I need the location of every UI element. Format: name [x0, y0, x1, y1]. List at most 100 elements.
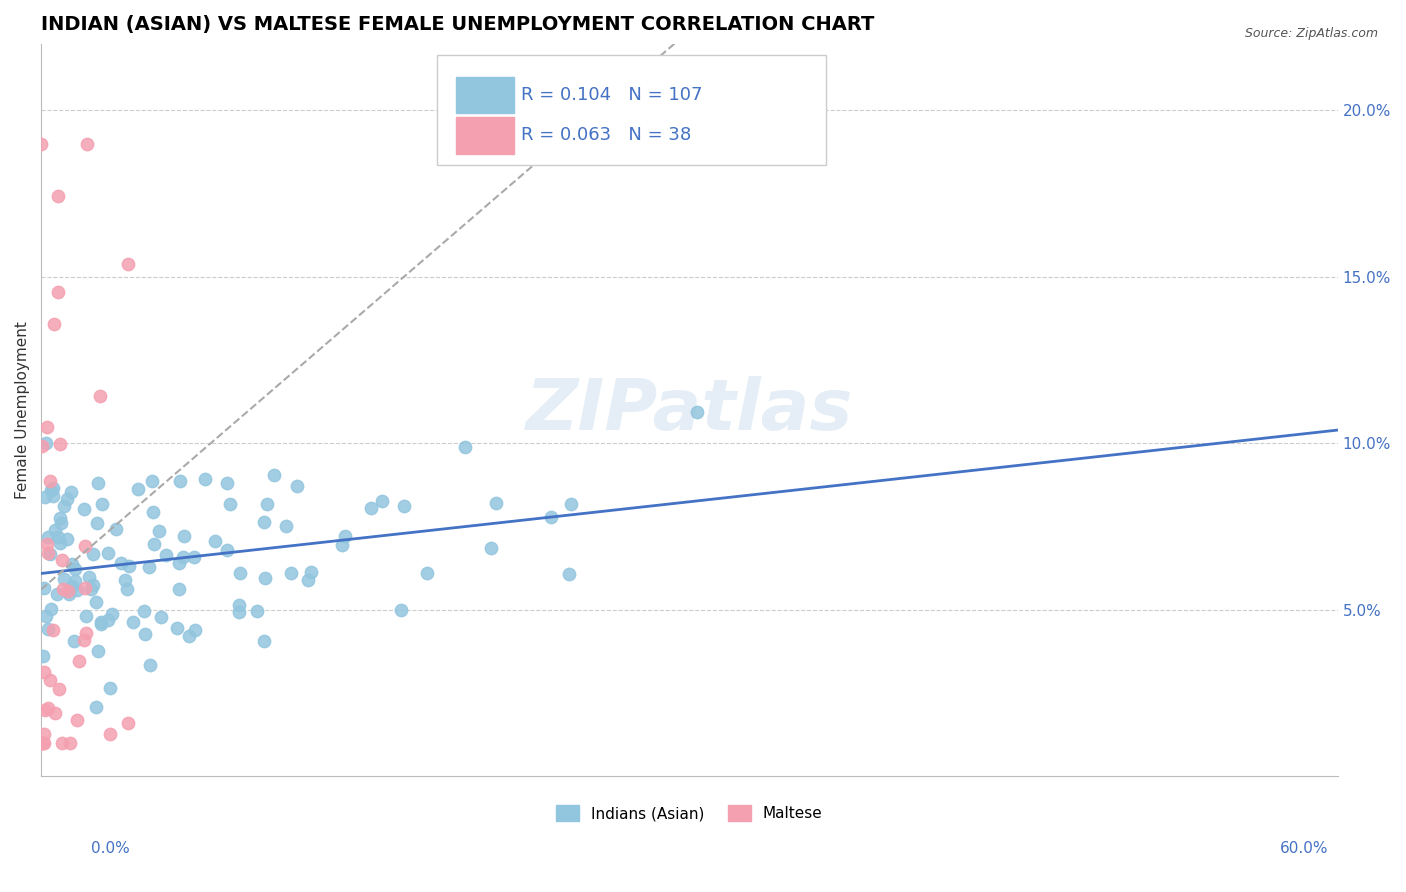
Indians (Asian)	[228, 599, 250, 613]
Indians (Asian)	[246, 604, 269, 618]
Maltese	[51, 552, 73, 566]
Text: Source: ZipAtlas.com: Source: ZipAtlas.com	[1244, 27, 1378, 40]
Indians (Asian)	[285, 479, 308, 493]
Indians (Asian)	[37, 622, 59, 636]
Indians (Asian)	[32, 648, 55, 663]
Indians (Asian)	[53, 499, 76, 513]
Indians (Asian)	[66, 583, 89, 598]
Indians (Asian)	[80, 582, 103, 596]
Indians (Asian)	[219, 497, 242, 511]
Indians (Asian)	[299, 565, 322, 579]
Indians (Asian)	[194, 472, 217, 486]
Maltese	[52, 582, 75, 596]
Indians (Asian)	[39, 483, 62, 497]
FancyBboxPatch shape	[456, 117, 515, 153]
Maltese	[73, 632, 96, 647]
Indians (Asian)	[142, 537, 165, 551]
Indians (Asian)	[167, 556, 190, 570]
Indians (Asian)	[60, 485, 83, 500]
Indians (Asian)	[389, 603, 412, 617]
Maltese	[117, 715, 139, 730]
Indians (Asian)	[229, 566, 252, 580]
Indians (Asian)	[104, 522, 127, 536]
Maltese	[37, 545, 59, 559]
Indians (Asian)	[416, 566, 439, 581]
Indians (Asian)	[540, 509, 562, 524]
Text: ZIPatlas: ZIPatlas	[526, 376, 853, 444]
Indians (Asian)	[360, 500, 382, 515]
Indians (Asian)	[138, 559, 160, 574]
Maltese	[44, 317, 66, 331]
Indians (Asian)	[84, 700, 107, 714]
Indians (Asian)	[63, 634, 86, 648]
Maltese	[44, 706, 66, 720]
Indians (Asian)	[276, 519, 298, 533]
Maltese	[67, 654, 90, 668]
Indians (Asian)	[98, 681, 121, 695]
Indians (Asian)	[173, 529, 195, 543]
Indians (Asian)	[335, 529, 357, 543]
Indians (Asian)	[90, 615, 112, 629]
Indians (Asian)	[73, 502, 96, 516]
Indians (Asian)	[37, 530, 59, 544]
Indians (Asian)	[86, 475, 108, 490]
Indians (Asian)	[97, 613, 120, 627]
Indians (Asian)	[122, 615, 145, 629]
Indians (Asian)	[58, 587, 80, 601]
Indians (Asian)	[48, 511, 70, 525]
Maltese	[98, 727, 121, 741]
Indians (Asian)	[560, 497, 582, 511]
Maltese	[46, 189, 69, 203]
Y-axis label: Female Unemployment: Female Unemployment	[15, 321, 30, 499]
Indians (Asian)	[60, 579, 83, 593]
Maltese	[32, 727, 55, 741]
Indians (Asian)	[686, 405, 709, 419]
Indians (Asian)	[148, 524, 170, 538]
Maltese	[73, 582, 96, 596]
Indians (Asian)	[280, 566, 302, 581]
Indians (Asian)	[115, 582, 138, 597]
Indians (Asian)	[183, 623, 205, 637]
Maltese	[31, 439, 53, 453]
Text: 0.0%: 0.0%	[91, 841, 131, 856]
Indians (Asian)	[371, 494, 394, 508]
Maltese	[51, 736, 73, 750]
Maltese	[32, 665, 55, 680]
Maltese	[48, 285, 70, 300]
Indians (Asian)	[82, 577, 104, 591]
Indians (Asian)	[86, 516, 108, 530]
Indians (Asian)	[263, 467, 285, 482]
Text: R = 0.063   N = 38: R = 0.063 N = 38	[520, 127, 692, 145]
Indians (Asian)	[172, 549, 194, 564]
Maltese	[56, 583, 79, 598]
Indians (Asian)	[63, 574, 86, 588]
Indians (Asian)	[75, 608, 97, 623]
Text: 60.0%: 60.0%	[1281, 841, 1329, 856]
Indians (Asian)	[139, 657, 162, 672]
Indians (Asian)	[101, 607, 124, 621]
Indians (Asian)	[45, 587, 67, 601]
Indians (Asian)	[42, 481, 65, 495]
Indians (Asian)	[204, 534, 226, 549]
Indians (Asian)	[42, 489, 65, 503]
Indians (Asian)	[141, 474, 163, 488]
Indians (Asian)	[485, 496, 508, 510]
Indians (Asian)	[55, 532, 77, 546]
Maltese	[37, 700, 59, 714]
Indians (Asian)	[60, 557, 83, 571]
Maltese	[76, 136, 98, 151]
Indians (Asian)	[48, 530, 70, 544]
Indians (Asian)	[256, 497, 278, 511]
Text: R = 0.104   N = 107: R = 0.104 N = 107	[520, 87, 703, 104]
Maltese	[37, 420, 59, 434]
Text: INDIAN (ASIAN) VS MALTESE FEMALE UNEMPLOYMENT CORRELATION CHART: INDIAN (ASIAN) VS MALTESE FEMALE UNEMPLO…	[41, 15, 875, 34]
FancyBboxPatch shape	[437, 55, 825, 165]
Indians (Asian)	[49, 516, 72, 530]
Maltese	[31, 736, 53, 750]
Maltese	[49, 436, 72, 450]
Maltese	[42, 624, 65, 638]
Maltese	[34, 703, 56, 717]
Indians (Asian)	[253, 634, 276, 648]
Indians (Asian)	[118, 559, 141, 574]
Maltese	[66, 713, 89, 727]
